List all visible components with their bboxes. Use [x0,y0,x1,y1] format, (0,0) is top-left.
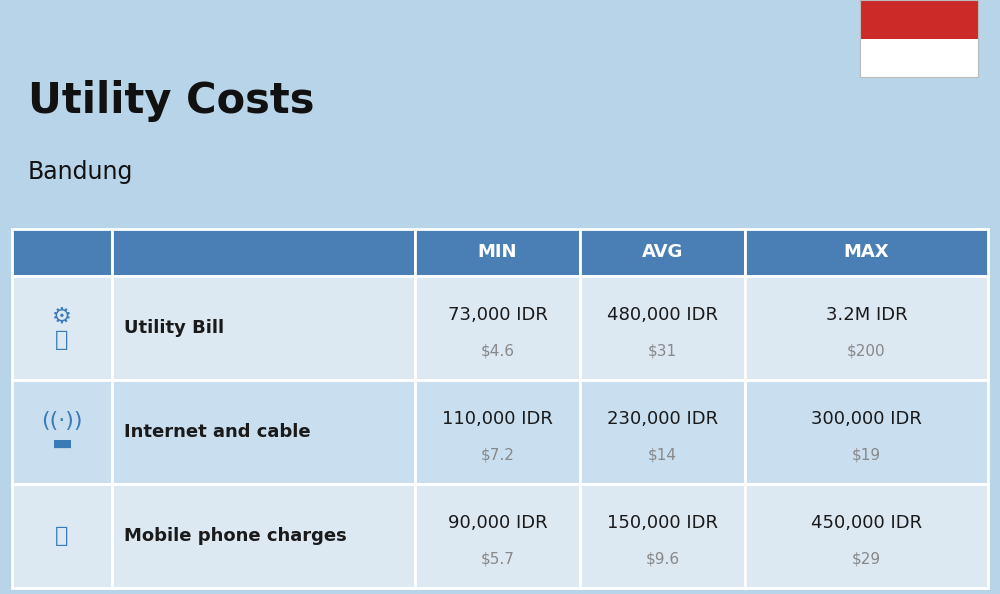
Bar [745,380,988,484]
Text: 110,000 IDR: 110,000 IDR [442,410,553,428]
Bar [12,380,112,484]
Text: Utility Costs: Utility Costs [28,80,314,122]
Text: $5.7: $5.7 [481,551,514,566]
Text: ((·))
▬: ((·)) ▬ [41,410,83,454]
Bar [580,229,745,276]
Text: ⚙
🔌: ⚙ 🔌 [52,307,72,350]
Bar [112,229,415,276]
Bar [415,229,580,276]
Text: $31: $31 [648,343,677,358]
Bar [34,416,90,448]
Bar [415,380,580,484]
Text: $14: $14 [648,447,677,462]
Bar [12,484,112,588]
Text: 450,000 IDR: 450,000 IDR [811,514,922,532]
Bar [860,0,978,39]
Bar [580,380,745,484]
Text: 90,000 IDR: 90,000 IDR [448,514,547,532]
Text: AVG: AVG [642,244,683,261]
Bar [34,312,90,345]
Bar [112,484,415,588]
Text: 73,000 IDR: 73,000 IDR [448,306,547,324]
Bar [12,276,112,380]
Bar [12,229,112,276]
Text: 230,000 IDR: 230,000 IDR [607,410,718,428]
Text: MAX: MAX [844,244,889,261]
Bar [112,276,415,380]
Text: $19: $19 [852,447,881,462]
Text: 480,000 IDR: 480,000 IDR [607,306,718,324]
Text: MIN: MIN [478,244,517,261]
Text: $4.6: $4.6 [480,343,514,358]
Bar [745,276,988,380]
Text: 3.2M IDR: 3.2M IDR [826,306,907,324]
Text: $7.2: $7.2 [481,447,514,462]
Bar [745,229,988,276]
Text: $29: $29 [852,551,881,566]
Text: Internet and cable: Internet and cable [124,423,311,441]
Bar [860,39,978,77]
Bar [860,0,978,77]
Text: Bandung: Bandung [28,160,133,184]
Bar [580,276,745,380]
Text: Mobile phone charges: Mobile phone charges [124,527,347,545]
Bar [415,484,580,588]
Bar [580,484,745,588]
Text: $200: $200 [847,343,886,358]
Text: 📱: 📱 [55,526,69,546]
Text: 300,000 IDR: 300,000 IDR [811,410,922,428]
Text: $9.6: $9.6 [645,551,680,566]
Bar [745,484,988,588]
Text: 150,000 IDR: 150,000 IDR [607,514,718,532]
Bar [415,276,580,380]
Bar [112,380,415,484]
Text: Utility Bill: Utility Bill [124,319,224,337]
Bar [34,520,90,552]
